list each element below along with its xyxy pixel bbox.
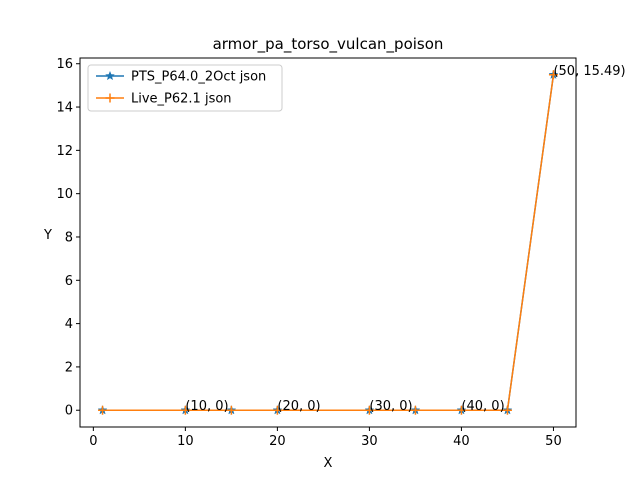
x-tick-label: 0 bbox=[89, 434, 97, 449]
y-tick-label: 16 bbox=[56, 57, 73, 72]
x-tick-label: 20 bbox=[269, 434, 286, 449]
legend-entry: Live_P62.1 json bbox=[96, 92, 232, 107]
x-axis: 0 10 20 30 40 50 bbox=[89, 427, 562, 449]
y-tick-label: 2 bbox=[65, 360, 73, 375]
legend-marker bbox=[105, 70, 115, 81]
legend-box bbox=[87, 64, 283, 112]
x-tick-label: 50 bbox=[545, 434, 562, 449]
y-tick-label: 0 bbox=[65, 404, 73, 419]
y-tick-label: 4 bbox=[65, 317, 73, 332]
data-point bbox=[502, 405, 512, 415]
data-point bbox=[98, 405, 108, 415]
y-tick-label: 14 bbox=[56, 101, 73, 116]
data-point bbox=[456, 405, 466, 415]
data-point bbox=[226, 405, 236, 415]
plot-area bbox=[80, 58, 576, 427]
y-tick-label: 6 bbox=[65, 274, 73, 289]
x-axis-label: X bbox=[324, 456, 333, 471]
y-axis: 0 2 4 6 8 10 12 14 16 bbox=[56, 57, 80, 419]
legend-label: Live_P62.1 json bbox=[131, 92, 232, 107]
chart-title: armor_pa_torso_vulcan_poison bbox=[213, 35, 444, 54]
data-point bbox=[548, 70, 558, 80]
x-tick-label: 30 bbox=[361, 434, 378, 449]
point-annotation: (30, 0) bbox=[369, 399, 412, 414]
point-annotation: (10, 0) bbox=[185, 399, 228, 414]
point-annotation: (20, 0) bbox=[277, 399, 320, 414]
data-point bbox=[364, 405, 374, 415]
series-2 bbox=[98, 70, 558, 415]
legend-entry: PTS_P64.0_2Oct json bbox=[96, 70, 266, 85]
y-tick-label: 12 bbox=[56, 144, 73, 159]
x-tick-label: 10 bbox=[177, 434, 194, 449]
data-point bbox=[410, 405, 420, 415]
annotation-layer: (10, 0) (20, 0) (30, 0) (40, 0) (50, 15.49) bbox=[185, 64, 625, 414]
data-point bbox=[180, 405, 190, 415]
legend-marker bbox=[105, 93, 115, 103]
y-tick-label: 10 bbox=[56, 187, 73, 202]
x-tick-label: 40 bbox=[453, 434, 470, 449]
plot-frame bbox=[79, 57, 577, 428]
legend: PTS_P64.0_2Oct json Live_P62.1 json bbox=[87, 64, 283, 112]
legend-label: PTS_P64.0_2Oct json bbox=[131, 70, 266, 85]
y-tick-label: 8 bbox=[65, 230, 73, 245]
y-axis-label: Y bbox=[43, 228, 52, 243]
series-layer bbox=[97, 69, 559, 415]
point-annotation: (40, 0) bbox=[461, 399, 504, 414]
point-annotation: (50, 15.49) bbox=[553, 64, 625, 79]
data-point bbox=[272, 405, 282, 415]
